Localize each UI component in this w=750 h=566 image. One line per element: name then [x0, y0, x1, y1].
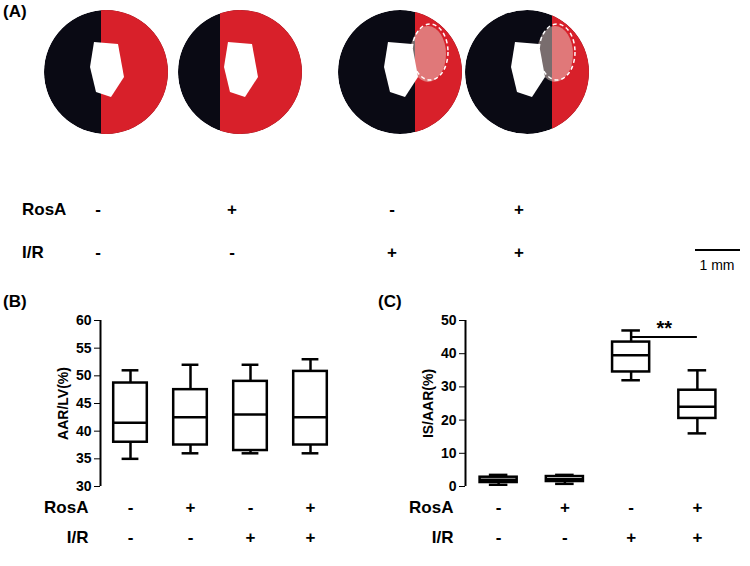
- svg-text:+: +: [306, 528, 316, 547]
- svg-text:-: -: [128, 528, 134, 547]
- svg-text:**: **: [656, 317, 672, 339]
- svg-text:10: 10: [441, 445, 457, 461]
- svg-text:-: -: [496, 528, 502, 547]
- html-text:(C): (C): [378, 292, 402, 311]
- svg-text:-: -: [628, 498, 634, 517]
- svg-text:RosA: RosA: [22, 200, 66, 219]
- svg-text:I/R: I/R: [67, 528, 89, 547]
- svg-text:-: -: [128, 498, 134, 517]
- svg-text:I/R: I/R: [22, 243, 44, 262]
- svg-text:50: 50: [441, 312, 457, 328]
- svg-text:-: -: [229, 243, 235, 262]
- svg-text:+: +: [560, 498, 570, 517]
- html-text:(A): (A): [3, 2, 27, 21]
- svg-text:-: -: [188, 528, 194, 547]
- svg-text:RosA: RosA: [409, 498, 453, 517]
- svg-text:+: +: [692, 528, 702, 547]
- svg-text:1 mm: 1 mm: [700, 257, 735, 273]
- svg-text:+: +: [387, 243, 397, 262]
- svg-text:55: 55: [76, 340, 92, 356]
- svg-text:+: +: [692, 498, 702, 517]
- svg-text:I/R: I/R: [432, 528, 454, 547]
- svg-text:-: -: [248, 498, 254, 517]
- svg-text:-: -: [496, 498, 502, 517]
- svg-text:45: 45: [76, 395, 92, 411]
- svg-text:30: 30: [76, 478, 92, 494]
- svg-text:60: 60: [76, 312, 92, 328]
- svg-text:+: +: [514, 243, 524, 262]
- svg-text:-: -: [389, 200, 395, 219]
- svg-text:35: 35: [76, 450, 92, 466]
- svg-text:RosA: RosA: [44, 498, 88, 517]
- svg-text:+: +: [626, 528, 636, 547]
- svg-text:20: 20: [441, 412, 457, 428]
- svg-text:30: 30: [441, 378, 457, 394]
- svg-text:AAR/LV(%): AAR/LV(%): [55, 367, 71, 440]
- svg-text:40: 40: [441, 345, 457, 361]
- svg-text:-: -: [95, 243, 101, 262]
- svg-text:+: +: [246, 528, 256, 547]
- svg-text:40: 40: [76, 423, 92, 439]
- svg-text:IS/AAR(%): IS/AAR(%): [420, 369, 436, 438]
- svg-text:-: -: [95, 200, 101, 219]
- svg-text:+: +: [186, 498, 196, 517]
- svg-text:-: -: [562, 528, 568, 547]
- svg-text:50: 50: [76, 367, 92, 383]
- svg-text:+: +: [227, 200, 237, 219]
- html-text:(B): (B): [3, 292, 27, 311]
- svg-text:+: +: [306, 498, 316, 517]
- svg-text:0: 0: [449, 478, 457, 494]
- svg-text:+: +: [514, 200, 524, 219]
